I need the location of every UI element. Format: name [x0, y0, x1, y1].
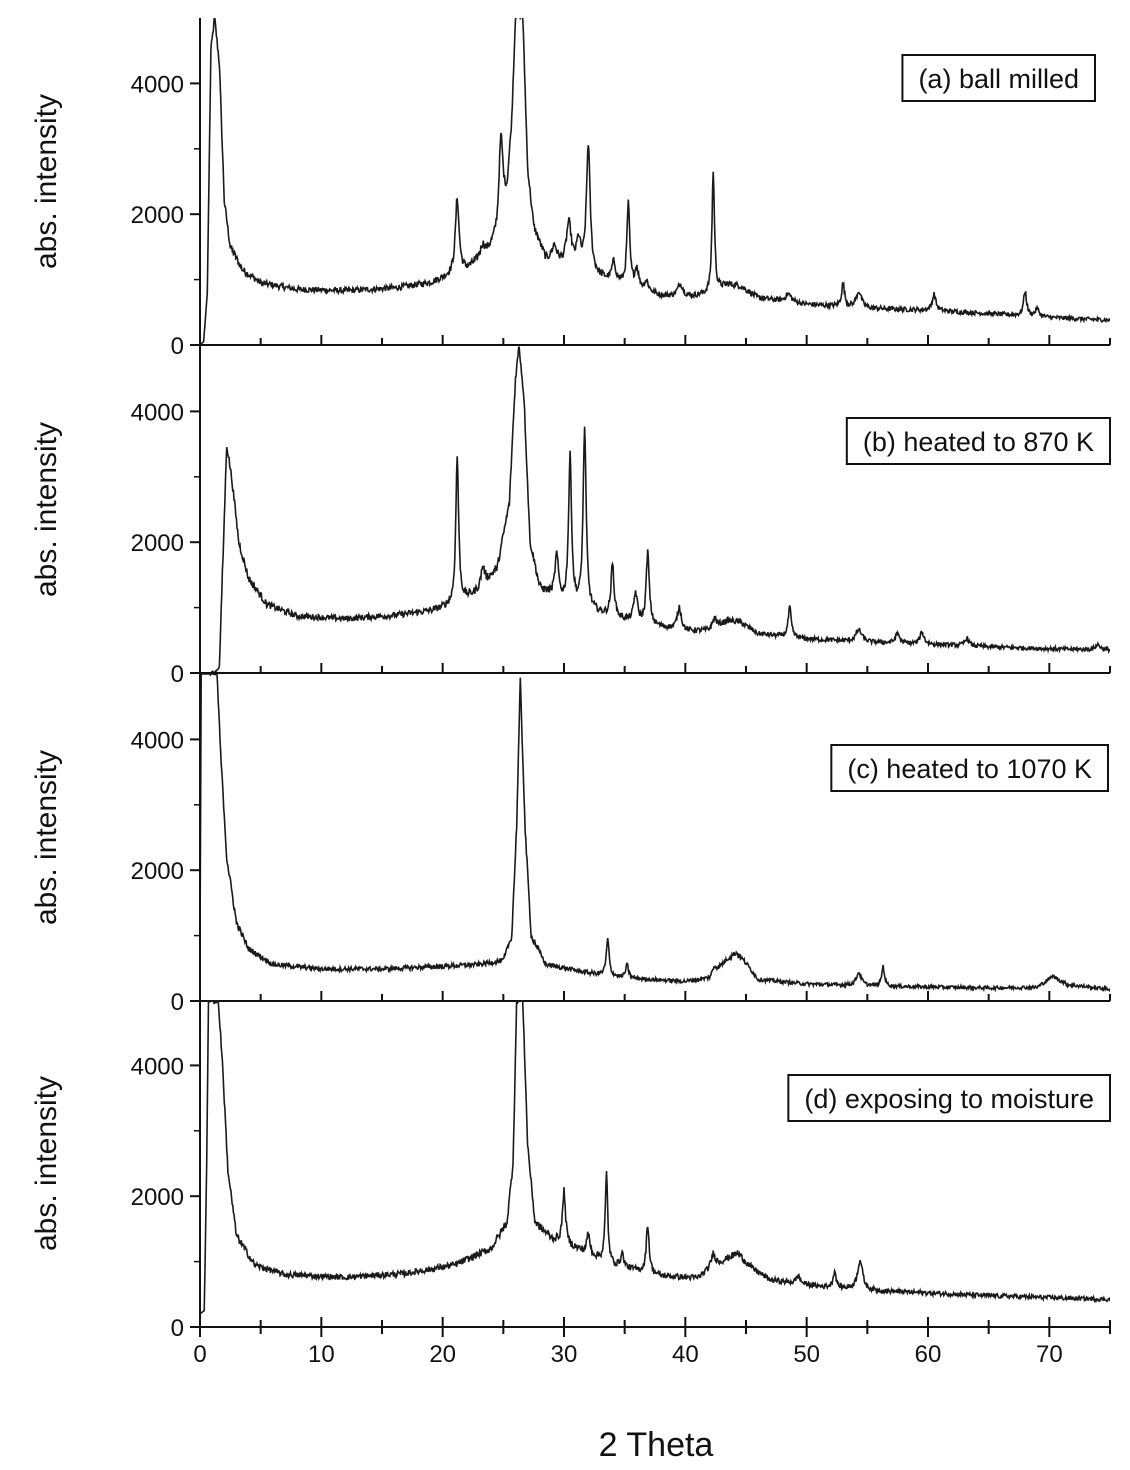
y-tick-label: 2000: [131, 1184, 184, 1211]
xrd-trace: [200, 346, 1110, 673]
panel-label: (d) exposing to moisture: [804, 1084, 1094, 1114]
y-tick-label: 4000: [131, 399, 184, 426]
y-tick-label: 0: [171, 989, 184, 1016]
xrd-trace: [200, 1000, 1110, 1315]
x-axis-label: 2 Theta: [599, 1426, 714, 1464]
x-tick-label: 20: [429, 1341, 456, 1368]
y-tick-label: 0: [171, 1315, 184, 1342]
x-tick-label: 0: [193, 1341, 206, 1368]
y-tick-label: 2000: [131, 530, 184, 557]
y-axis-label: abs. intensity: [30, 750, 63, 925]
xrd-trace: [200, 18, 1110, 345]
x-axis: 0 10 20 30 40 50 60 70: [193, 1341, 1062, 1368]
panel-label: (a) ball milled: [918, 64, 1079, 94]
y-tick-label: 0: [171, 661, 184, 688]
panel-label-box: [830, 744, 1109, 792]
panel-d: 0 2000 4000 abs. intensity (d) exposing to m…: [30, 1000, 1111, 1342]
panel-label-box: [787, 1074, 1111, 1122]
x-tick-label: 70: [1036, 1341, 1063, 1368]
x-tick-label: 30: [551, 1341, 578, 1368]
y-axis-label: abs. intensity: [30, 422, 63, 597]
panel-label-box: [901, 54, 1096, 102]
xrd-trace: [200, 674, 1110, 993]
y-tick-label: 4000: [131, 1053, 184, 1080]
x-tick-label: 40: [672, 1341, 699, 1368]
y-axis-label: abs. intensity: [30, 1076, 63, 1251]
panel-label-box: [845, 417, 1111, 465]
y-tick-label: 4000: [131, 727, 184, 754]
panel-a: 0 2000 4000 abs. intensity (a) ball milled: [30, 18, 1111, 360]
panel-label: (c) heated to 1070 K: [847, 754, 1092, 784]
y-tick-label: 2000: [131, 202, 184, 229]
x-tick-label: 60: [915, 1341, 942, 1368]
y-tick-label: 4000: [131, 71, 184, 98]
panel-c: 0 2000 4000 abs. intensity (c) heated to 107…: [30, 674, 1111, 1016]
panel-label: (b) heated to 870 K: [863, 427, 1094, 457]
y-axis-label: abs. intensity: [30, 94, 63, 269]
y-tick-label: 0: [171, 333, 184, 360]
panel-b: 0 2000 4000 abs. intensity (b) heated to 870…: [30, 346, 1111, 688]
x-tick-label: 10: [308, 1341, 335, 1368]
y-tick-label: 2000: [131, 858, 184, 885]
panels-layer: 0 2000 4000 abs. intensity (a) ball milled 0 2…: [30, 18, 1111, 1342]
x-tick-label: 50: [793, 1341, 820, 1368]
